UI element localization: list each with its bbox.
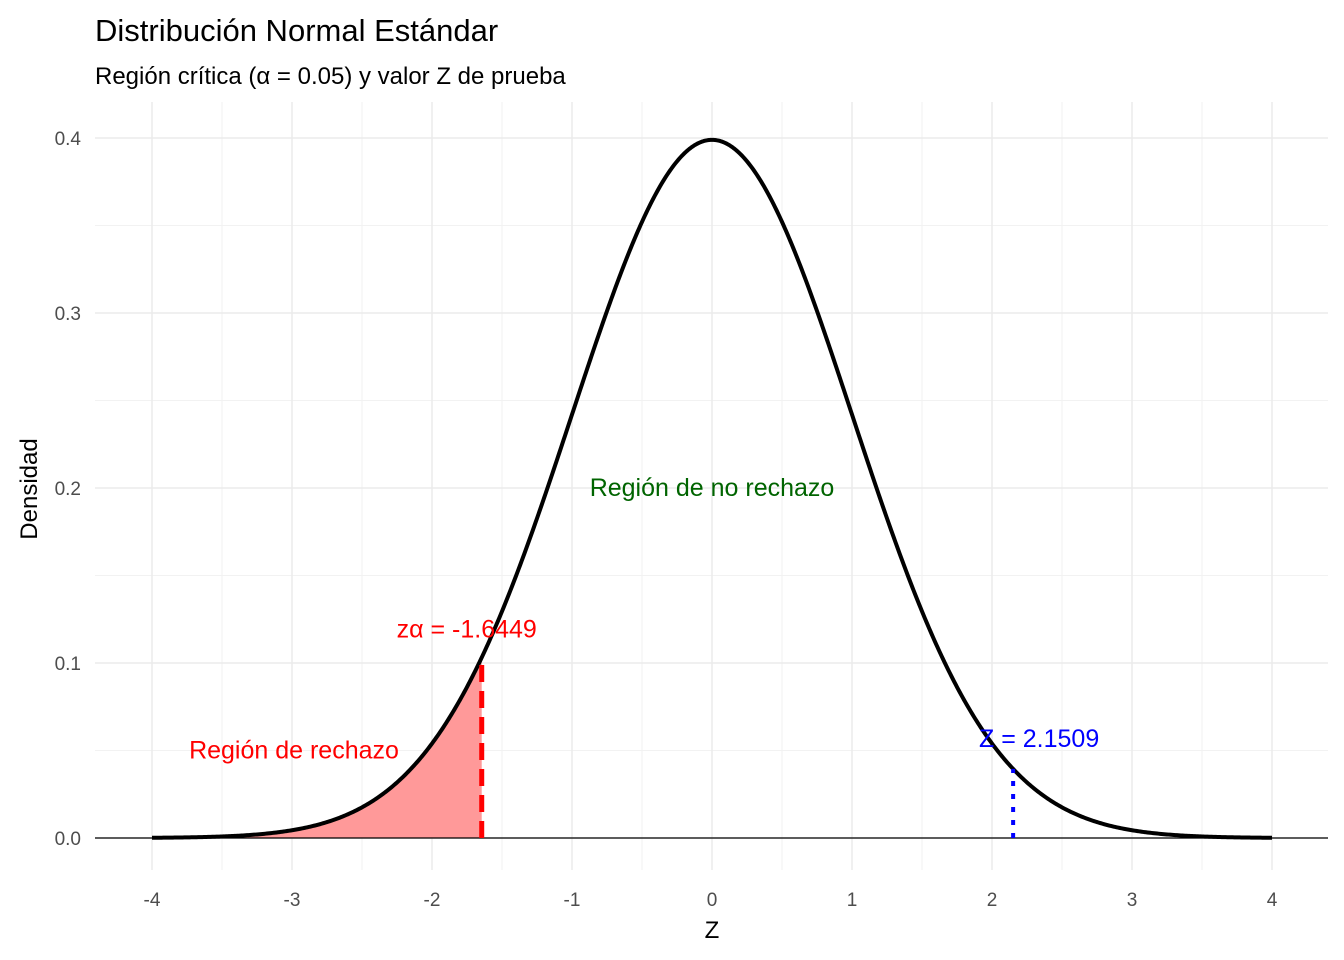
- chart-title: Distribución Normal Estándar: [95, 13, 498, 48]
- x-tick-label: 4: [1267, 890, 1278, 911]
- critical-value-label: zα = -1.6449: [397, 616, 537, 644]
- reference-lines-layer: [479, 657, 1016, 838]
- x-axis-label: Z: [705, 917, 720, 944]
- x-tick-label: -3: [284, 890, 301, 911]
- y-tick-label: 0.2: [55, 479, 81, 500]
- x-tick-label: -2: [424, 890, 441, 911]
- rejection-area-layer: [95, 657, 1328, 839]
- density-curve: [151, 137, 1273, 840]
- x-tick-label: 2: [987, 890, 998, 911]
- no-rejection-region-label: Región de no rechazo: [590, 474, 835, 502]
- annotations: zα = -1.6449 Z = 2.1509 Región de rechazo R…: [189, 474, 1099, 765]
- tick-labels: -4 -3 -2 -1 0 1 2 3 4 0.0 0.1 0.2 0.3 0.4: [55, 129, 1278, 911]
- x-tick-label: -4: [144, 890, 161, 911]
- chart-subtitle: Región crítica (α = 0.05) y valor Z de p…: [95, 63, 566, 90]
- y-tick-label: 0.4: [55, 129, 82, 150]
- rejection-region-label: Región de rechazo: [189, 737, 399, 765]
- x-tick-label: 0: [707, 890, 718, 911]
- y-axis-label: Densidad: [16, 438, 43, 539]
- y-tick-label: 0.3: [55, 304, 81, 325]
- x-tick-label: -1: [564, 890, 581, 911]
- rejection-area: [152, 657, 482, 838]
- y-tick-label: 0.1: [55, 654, 81, 675]
- test-value-label: Z = 2.1509: [979, 725, 1099, 753]
- x-tick-label: 1: [847, 890, 858, 911]
- y-tick-label: 0.0: [55, 829, 81, 850]
- density-curve-layer: [151, 137, 1273, 840]
- x-tick-label: 3: [1127, 890, 1138, 911]
